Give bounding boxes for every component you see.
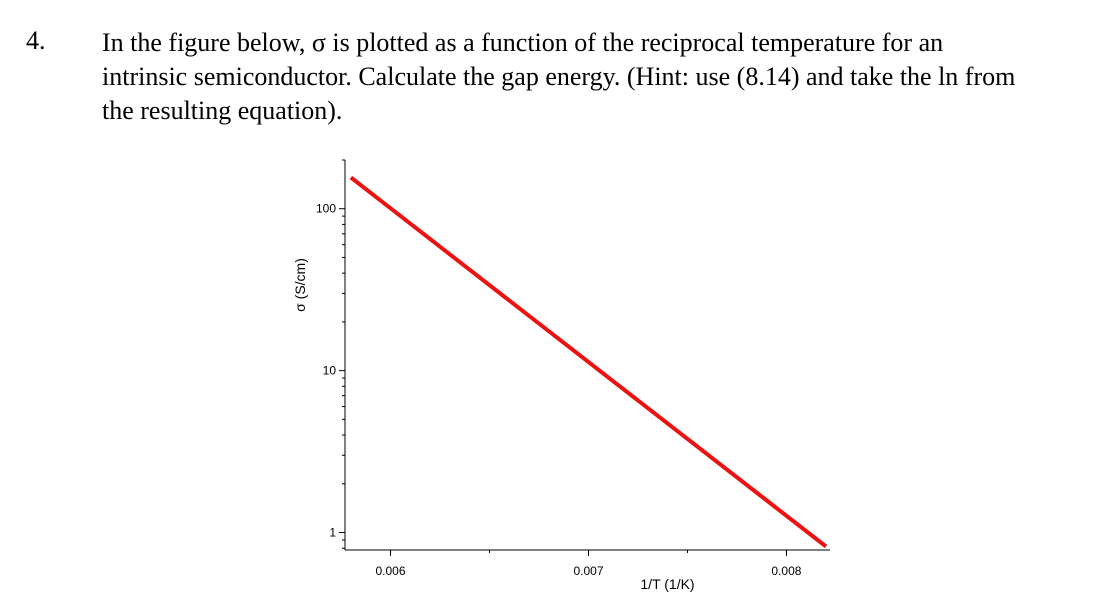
y-axis-title: σ (S/cm) [292, 258, 308, 312]
problem-line-3: the resulting equation). [102, 96, 343, 125]
x-axis-title: 1/T (1/K) [640, 576, 694, 592]
problem-statement: In the figure below, σ is plotted as a f… [102, 26, 1102, 128]
x-tick-label: 0.006 [376, 564, 406, 578]
x-tick-label: 0.007 [573, 564, 603, 578]
problem-line-2: intrinsic semiconductor. Calculate the g… [102, 62, 1016, 91]
y-tick-label: 1 [329, 526, 336, 540]
y-tick-label: 100 [316, 202, 336, 216]
x-tick-label: 0.008 [771, 564, 801, 578]
problem-line-1: In the figure below, σ is plotted as a f… [102, 28, 944, 57]
y-tick-label: 10 [323, 364, 337, 378]
conductivity-line [349, 175, 828, 549]
problem-number: 4. [26, 26, 46, 55]
